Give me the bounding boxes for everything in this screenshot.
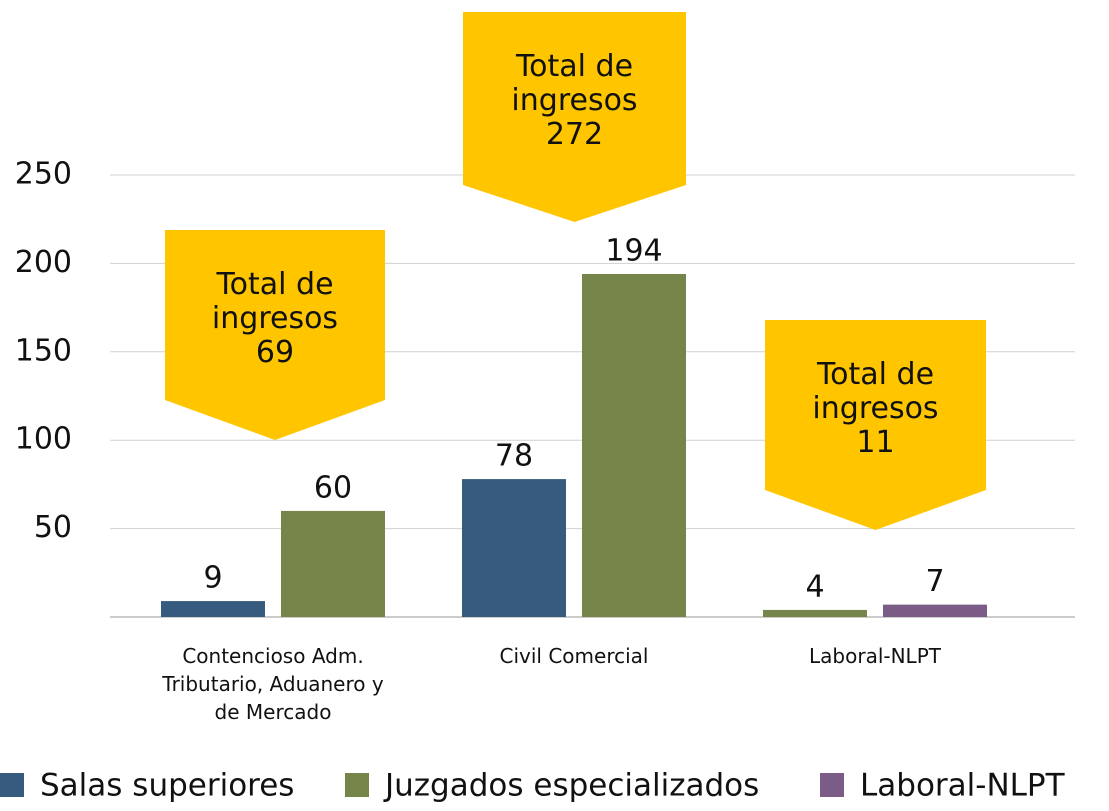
y-tick-label: 50 [34,510,72,545]
data-label: 4 [805,569,824,604]
legend-label: Laboral-NLPT [860,768,1066,804]
bar [281,510,385,617]
y-tick-label: 200 [15,245,72,280]
legend-swatch [0,773,24,797]
bar [462,479,566,617]
data-label: 78 [495,439,533,474]
bar [883,604,987,617]
bar [763,609,867,617]
y-tick-label: 150 [15,333,72,368]
x-tick-label: Civil Comercial [499,644,649,668]
callout [765,320,986,530]
callout-value: 11 [856,425,895,460]
data-label: 60 [314,470,352,505]
data-label: 194 [605,234,662,269]
callout-value: 69 [255,335,295,370]
data-label: 9 [203,561,222,596]
callout-text: Total de ingresos [211,267,339,336]
y-tick-label: 250 [15,157,72,192]
legend-swatch [820,773,844,797]
callout-text: Total de ingresos [511,49,638,118]
legend-label: Salas superiores [40,768,294,804]
callout-text: Total de ingresos [812,357,939,426]
bar [582,274,686,617]
callout-value: 272 [545,117,604,152]
y-tick-label: 100 [15,422,72,457]
x-tick-label: Contencioso Adm. Tributario, Aduanero y … [162,644,384,724]
callout [165,230,385,440]
x-tick-label: Laboral-NLPT [809,644,941,668]
bar [161,601,265,617]
legend-swatch [345,773,369,797]
data-label: 7 [925,564,944,599]
legend-label: Juzgados especializados [383,768,759,804]
callout [463,12,686,222]
